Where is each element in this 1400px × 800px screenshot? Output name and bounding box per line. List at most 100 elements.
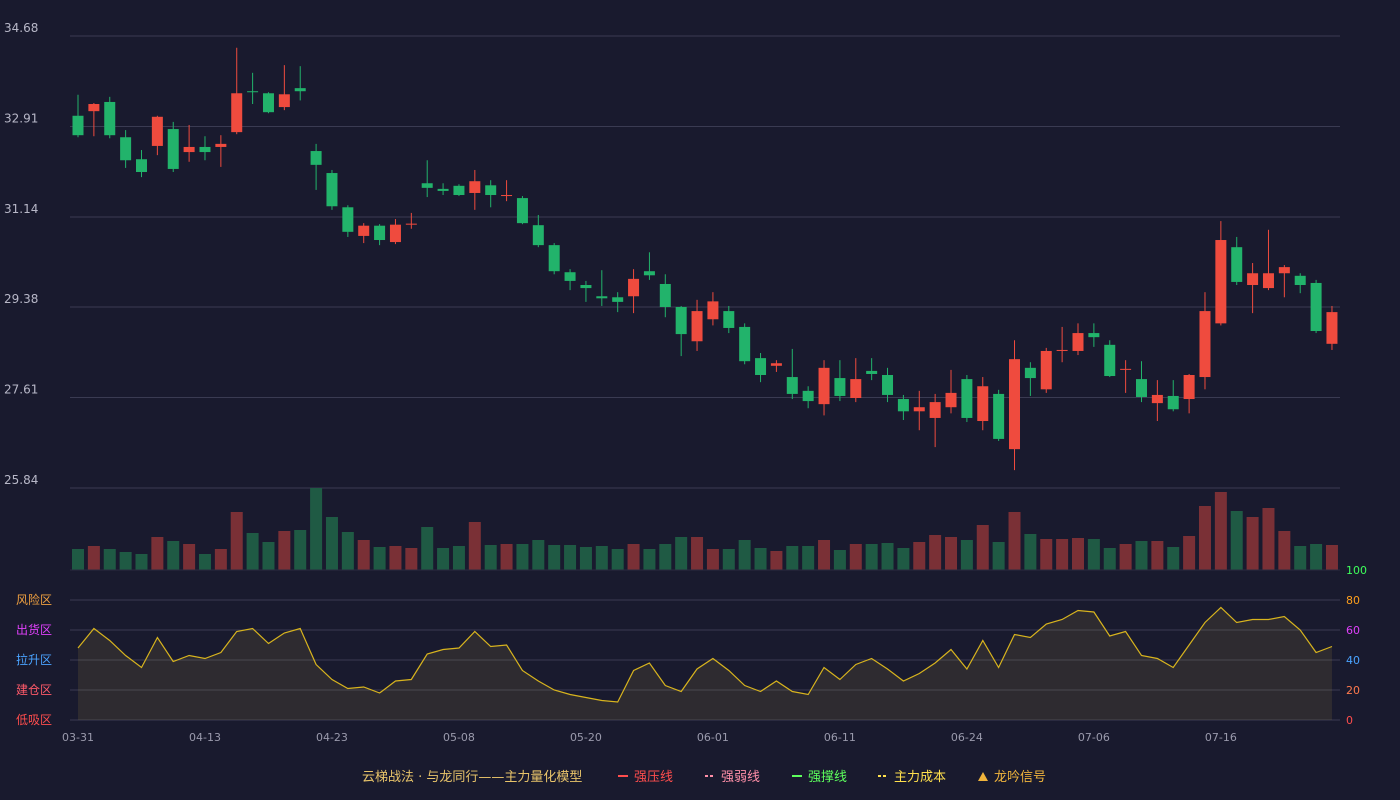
legend-symbol	[978, 772, 988, 781]
candle-body	[326, 173, 338, 207]
candle-body	[993, 393, 1005, 439]
candle-body	[1278, 267, 1290, 274]
volume-bar	[1183, 536, 1196, 570]
volume-bar	[357, 540, 370, 570]
candle-body	[1009, 359, 1021, 450]
candle-body	[1215, 240, 1227, 324]
candle-body	[1151, 394, 1163, 404]
candle-body	[469, 181, 481, 193]
candle-body	[755, 358, 767, 375]
candle-body	[151, 116, 163, 146]
y-tick-label: 32.91	[4, 112, 38, 126]
volume-bar	[770, 551, 783, 570]
y2-tick-label: 40	[1346, 654, 1360, 667]
candle-body	[1231, 247, 1243, 282]
volume-bar	[1167, 547, 1180, 570]
candle-body	[786, 377, 798, 394]
volume-bar	[738, 540, 751, 570]
candle-body	[262, 93, 274, 113]
volume-bar	[643, 549, 656, 570]
y-tick-label: 27.61	[4, 382, 38, 396]
volume-bar	[389, 546, 402, 570]
volume-bar	[1278, 531, 1291, 570]
volume-bar	[500, 544, 513, 570]
volume-bar	[1103, 548, 1116, 570]
candle-body	[231, 93, 243, 133]
candle-body	[1199, 311, 1211, 378]
candle-body	[802, 390, 814, 402]
x-tick-label: 04-13	[189, 731, 221, 744]
candle-body	[612, 297, 624, 302]
volume-bar	[897, 548, 910, 570]
volume-bar	[1151, 541, 1164, 570]
candle-body	[294, 88, 306, 92]
candle-body	[1262, 273, 1274, 289]
legend-label: 强弱线	[721, 770, 760, 785]
volume-bar	[1119, 544, 1132, 570]
volume-bar	[802, 546, 815, 570]
candle-body	[691, 311, 703, 342]
volume-bar	[675, 537, 688, 570]
candle-body	[1040, 350, 1052, 390]
volume-bar	[1230, 511, 1243, 570]
candle-body	[183, 146, 195, 153]
x-tick-label: 06-24	[951, 731, 983, 744]
candle-body	[659, 283, 671, 307]
candle-body	[913, 407, 925, 412]
candle-body	[818, 367, 830, 405]
x-tick-label: 05-08	[443, 731, 475, 744]
volume-bar	[1135, 541, 1148, 570]
volume-bar	[786, 546, 799, 570]
zone-label: 拉升区	[16, 652, 52, 667]
candle-body	[580, 285, 592, 289]
y2-tick-label: 80	[1346, 594, 1360, 607]
candle-body	[421, 183, 433, 188]
volume-bar	[611, 549, 624, 570]
candle-body	[1247, 273, 1259, 286]
candle-body	[215, 143, 227, 147]
candle-body	[1120, 368, 1132, 370]
volume-bar	[1246, 517, 1259, 570]
legend-label: 龙吟信号	[994, 769, 1046, 785]
candle-body	[929, 402, 941, 418]
volume-bar	[849, 544, 862, 570]
candle-body	[247, 91, 259, 93]
volume-bar	[1198, 506, 1211, 570]
x-tick-label: 04-23	[316, 731, 348, 744]
candle-body	[1072, 333, 1084, 351]
volume-bar	[595, 546, 608, 570]
volume-bar	[246, 533, 259, 570]
volume-bar	[405, 548, 418, 570]
candle-body	[1135, 379, 1147, 397]
candle-body	[104, 101, 116, 136]
x-tick-label: 07-16	[1205, 731, 1237, 744]
zone-label: 风险区	[16, 592, 52, 607]
candle-body	[342, 207, 354, 232]
candle-body	[834, 378, 846, 396]
volume-bar	[135, 554, 148, 570]
volume-bar	[960, 540, 973, 570]
volume-bar	[262, 542, 275, 570]
candle-body	[1167, 395, 1179, 410]
candle-body	[596, 296, 608, 299]
volume-bar	[532, 540, 545, 570]
candle-body	[358, 225, 370, 236]
candle-body	[374, 225, 386, 241]
legend-title: 云梯战法 · 与龙同行——主力量化模型	[362, 770, 582, 785]
x-tick-label: 03-31	[62, 731, 94, 744]
candle-body	[1310, 282, 1322, 332]
candle-body	[770, 363, 782, 366]
volume-bar	[87, 546, 100, 570]
volume-bar	[72, 549, 84, 570]
volume-bar	[1071, 538, 1084, 570]
volume-bar	[627, 544, 640, 570]
candle-body	[167, 129, 179, 169]
candle-body	[628, 278, 640, 297]
legend-label: 强压线	[634, 770, 673, 785]
volume-bar	[452, 546, 465, 570]
candle-body	[485, 185, 497, 196]
candle-body	[643, 271, 655, 276]
volume-bar	[1024, 534, 1037, 570]
candle-body	[961, 379, 973, 418]
y-tick-label: 34.68	[4, 21, 38, 35]
